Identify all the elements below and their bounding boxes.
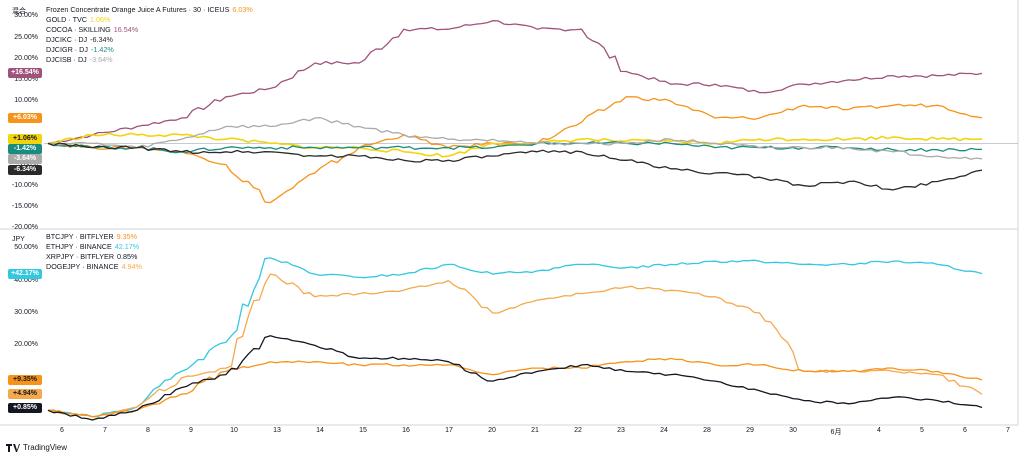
x-tick-label: 24 [660, 427, 668, 434]
legend-entry[interactable]: DOGEJPY · BINANCE 4.94% [46, 262, 145, 272]
price-scale-badge: +1.06% [8, 133, 42, 144]
legend-entry[interactable]: DJCIGR · DJ -1.42% [46, 45, 256, 55]
tradingview-label: TradingView [23, 443, 68, 452]
x-tick-label: 5 [920, 427, 924, 434]
x-tick-label: 20 [488, 427, 496, 434]
x-tick-label: 7 [1006, 427, 1010, 434]
legend-series-value: 0.85% [117, 252, 138, 261]
bottom-legend: BTCJPY · BITFLYER 9.35% ETHJPY · BINANCE 42… [46, 232, 145, 272]
top-legend: Frozen Concentrate Orange Juice A Future… [46, 5, 256, 65]
x-tick-label: 15 [359, 427, 367, 434]
series-line [47, 273, 983, 418]
legend-series-value: 4.94% [121, 262, 142, 271]
y-tick-label: 20.00% [14, 341, 38, 349]
y-tick-label: 30.00% [14, 309, 38, 317]
tradingview-icon [6, 443, 20, 452]
x-tick-label: 7 [103, 427, 107, 434]
bottom-unit-label: JPY [12, 236, 25, 243]
y-tick-label: -10.00% [11, 181, 38, 189]
y-tick-label: 15.00% [14, 75, 38, 83]
x-tick-label: 8 [146, 427, 150, 434]
x-tick-label: 4 [877, 427, 881, 434]
legend-series-name: COCOA · SKILLING [46, 25, 111, 34]
legend-series-value: -3.64% [89, 55, 113, 64]
y-tick-label: 40.00% [14, 276, 38, 284]
y-tick-label: -5.00% [15, 160, 38, 168]
price-scale-badge: -1.42% [8, 144, 42, 155]
legend-series-name: Frozen Concentrate Orange Juice A Future… [46, 5, 230, 14]
price-scale-badge: +4.94% [8, 389, 42, 400]
series-line [47, 142, 983, 191]
y-tick-label: -20.00% [11, 224, 38, 231]
price-scale-badge: +42.17% [8, 268, 42, 279]
legend-series-value: 42.17% [114, 242, 140, 251]
x-tick-label: 17 [445, 427, 453, 434]
legend-series-name: BTCJPY · BITFLYER [46, 232, 114, 241]
x-tick-label: 22 [574, 427, 582, 434]
price-scale-badge: -6.34% [8, 165, 42, 176]
x-tick-label: 23 [617, 427, 625, 434]
legend-series-value: 9.35% [116, 232, 138, 241]
series-line [47, 357, 983, 418]
y-tick-label: 20.00% [14, 54, 38, 62]
price-scale-badge: +16.54% [8, 68, 42, 79]
legend-entry[interactable]: DJCISB · DJ -3.64% [46, 55, 256, 65]
y-tick-label: 50.00% [14, 244, 38, 252]
x-tick-label: 6 [963, 427, 967, 434]
legend-series-value: 16.54% [113, 25, 139, 34]
y-tick-label: -15.00% [11, 202, 38, 210]
legend-series-name: DJCIGR · DJ [46, 45, 88, 54]
legend-series-name: DJCISB · DJ [46, 55, 87, 64]
legend-entry[interactable]: GOLD · TVC 1.06% [46, 15, 256, 25]
x-tick-label: 6月 [830, 429, 842, 436]
tradingview-logo[interactable]: TradingView [6, 443, 67, 452]
price-scale-badge: -3.64% [8, 154, 42, 165]
series-line [47, 257, 983, 418]
y-tick-label: 30.00% [14, 12, 38, 20]
x-tick-label: 9 [189, 427, 193, 434]
legend-entry[interactable]: Frozen Concentrate Orange Juice A Future… [46, 5, 256, 15]
legend-series-name: GOLD · TVC [46, 15, 88, 24]
series-line [47, 96, 983, 204]
x-tick-label: 14 [316, 427, 324, 434]
y-tick-label: 25.00% [14, 33, 38, 41]
x-tick-label: 10 [230, 427, 238, 434]
series-line [47, 20, 983, 145]
price-scale-badge: +6.03% [8, 112, 42, 123]
legend-entry[interactable]: BTCJPY · BITFLYER 9.35% [46, 232, 145, 242]
x-tick-label: 30 [789, 427, 797, 434]
legend-entry[interactable]: COCOA · SKILLING 16.54% [46, 25, 256, 35]
legend-series-value: 1.06% [90, 15, 111, 24]
series-line [47, 335, 983, 421]
top-unit-label: 混合 [12, 8, 26, 15]
legend-series-name: DOGEJPY · BINANCE [46, 262, 119, 271]
legend-series-value: -6.34% [90, 35, 113, 44]
price-scale-badge: +9.35% [8, 374, 42, 385]
legend-series-value: 6.03% [232, 5, 253, 14]
legend-series-name: DJCIKC · DJ [46, 35, 88, 44]
x-tick-label: 29 [746, 427, 754, 434]
legend-entry[interactable]: ETHJPY · BINANCE 42.17% [46, 242, 145, 252]
x-tick-label: 13 [273, 427, 281, 434]
legend-entry[interactable]: XRPJPY · BITFLYER 0.85% [46, 252, 145, 262]
y-tick-label: 10.00% [14, 97, 38, 105]
x-tick-label: 16 [402, 427, 410, 434]
price-scale-badge: +0.85% [8, 402, 42, 413]
legend-series-name: ETHJPY · BINANCE [46, 242, 112, 251]
legend-entry[interactable]: DJCIKC · DJ -6.34% [46, 35, 256, 45]
legend-series-value: -1.42% [90, 45, 114, 54]
x-tick-label: 28 [703, 427, 711, 434]
x-tick-label: 6 [60, 427, 64, 434]
x-tick-label: 21 [531, 427, 539, 434]
legend-series-name: XRPJPY · BITFLYER [46, 252, 115, 261]
series-line [47, 117, 983, 160]
